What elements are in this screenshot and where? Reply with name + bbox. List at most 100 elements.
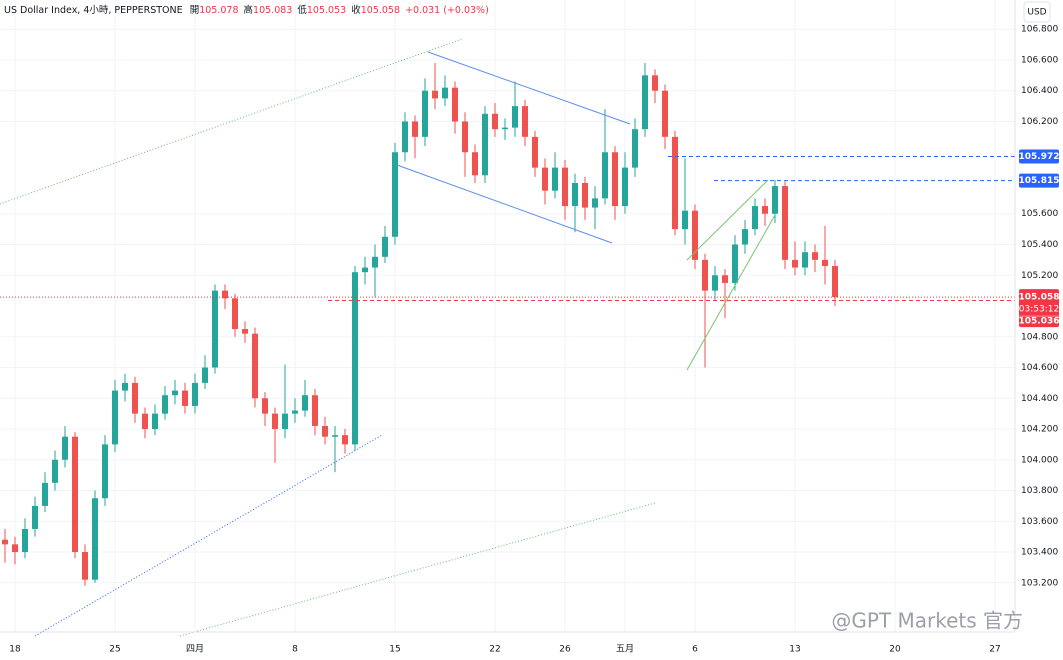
y-tick-label: 105.400	[1021, 240, 1058, 250]
trend-line	[0, 38, 463, 205]
candle-body	[112, 390, 118, 445]
candle-body	[522, 106, 528, 137]
candle-body	[302, 395, 308, 411]
y-tick-label: 105.600	[1021, 209, 1058, 219]
symbol: US Dollar Index, 4小時, PEPPERSTONE	[4, 5, 183, 16]
candle-body	[292, 410, 298, 414]
x-tick-label: 五月	[616, 644, 634, 655]
candle-body	[62, 436, 68, 460]
label: 高	[244, 4, 254, 16]
candle-body	[792, 259, 798, 268]
wedge-line	[686, 179, 769, 261]
candle-body	[472, 152, 478, 176]
candle-body	[602, 152, 608, 199]
candle-body	[312, 395, 318, 426]
candle-body	[412, 121, 418, 137]
candle-body	[432, 90, 438, 99]
candle-body	[202, 367, 208, 383]
x-tick-label: 15	[389, 645, 400, 655]
candle-body	[52, 459, 58, 483]
value: 105.083	[253, 5, 292, 16]
currency-box[interactable]	[1023, 1, 1051, 23]
countdown: 03:53:12	[1019, 305, 1059, 315]
change: +0.031 (+0.03%)	[405, 5, 489, 16]
candle-body	[22, 528, 28, 553]
candle-body	[362, 267, 368, 273]
candle-body	[92, 498, 98, 580]
candle-body	[212, 290, 218, 368]
candle-body	[512, 106, 518, 128]
candle-body	[652, 75, 658, 91]
x-tick-label: 8	[292, 645, 298, 655]
candle-body	[172, 390, 178, 396]
price-tag-label: 105.972	[1019, 152, 1060, 162]
candle-body	[2, 539, 8, 545]
candle-body	[822, 259, 828, 267]
candle-body	[712, 275, 718, 291]
y-tick-label: 103.600	[1021, 517, 1058, 527]
y-tick-label: 106.400	[1021, 86, 1058, 96]
price-tag-label: 105.058	[1019, 293, 1060, 303]
y-tick-label: 106.600	[1021, 55, 1058, 65]
candle-body	[632, 129, 638, 168]
candle-body	[672, 136, 678, 230]
value: 105.053	[307, 5, 346, 16]
candle-body	[732, 244, 738, 283]
price-tag	[1019, 149, 1059, 164]
candle-body	[372, 256, 378, 268]
candle-body	[322, 425, 328, 437]
candle-body	[422, 90, 428, 137]
candle-body	[722, 275, 728, 283]
candle-body	[782, 186, 788, 260]
header: US Dollar Index, 4小時, PEPPERSTONE 開105.0…	[4, 4, 489, 16]
trend-line	[179, 502, 656, 637]
candle-body	[282, 413, 288, 430]
y-tick-label: 103.400	[1021, 548, 1058, 558]
x-tick-label: 25	[109, 645, 120, 655]
axis-labels: 106.800 106.600 106.400 106.200 105.600 105.4…	[9, 25, 1059, 655]
candle-body	[832, 266, 838, 298]
candle-body	[72, 436, 78, 553]
candle-body	[272, 413, 278, 430]
candle-body	[392, 152, 398, 237]
value: 105.078	[199, 5, 238, 16]
price-tag	[1019, 289, 1059, 328]
y-tick-label: 103.800	[1021, 486, 1058, 496]
candle-body	[592, 198, 598, 208]
candle-body	[442, 87, 448, 99]
candle-body	[582, 182, 588, 208]
candle-body	[642, 75, 648, 130]
candle-body	[492, 113, 498, 130]
y-tick-label: 104.200	[1021, 425, 1058, 435]
candle-body	[152, 413, 158, 430]
candle-body	[702, 259, 708, 291]
candle-body	[242, 329, 248, 334]
candle-body	[752, 206, 758, 230]
price-tag-label: 105.036	[1019, 317, 1060, 327]
y-tick-label: 104.800	[1021, 332, 1058, 342]
candle-body	[12, 544, 18, 553]
channel-line	[396, 164, 613, 244]
candle-body	[342, 435, 348, 445]
candle-body	[402, 121, 408, 153]
candle-body	[622, 167, 628, 207]
candle-body	[552, 167, 558, 191]
candle-body	[502, 127, 508, 130]
candle-body	[252, 333, 258, 399]
x-tick-label: 13	[789, 645, 800, 655]
candle-body	[612, 152, 618, 207]
x-tick-label: 22	[489, 645, 500, 655]
candle-body	[222, 290, 228, 299]
candle-body	[232, 298, 238, 330]
label: 開	[190, 5, 200, 16]
x-tick-label: 20	[889, 645, 901, 655]
candle-body	[352, 272, 358, 445]
candle-body	[812, 252, 818, 260]
candle-body	[102, 444, 108, 499]
price-tag-label: 105.815	[1019, 176, 1060, 186]
candle-body	[122, 382, 128, 391]
candle-body	[772, 186, 778, 214]
trend-line	[34, 434, 383, 637]
channel-line	[427, 51, 631, 125]
